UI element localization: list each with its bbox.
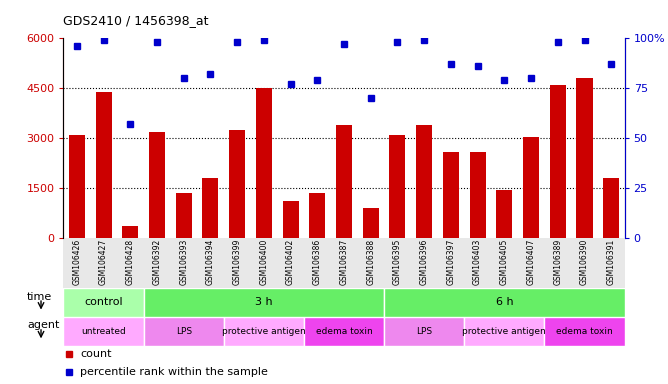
Bar bbox=[304, 317, 384, 346]
Text: GSM106428: GSM106428 bbox=[126, 239, 135, 285]
Bar bbox=[496, 190, 512, 238]
Text: GSM106407: GSM106407 bbox=[526, 239, 536, 285]
Text: count: count bbox=[80, 349, 112, 359]
Bar bbox=[523, 137, 539, 238]
Bar bbox=[202, 178, 218, 238]
Bar bbox=[384, 317, 464, 346]
Text: GSM106397: GSM106397 bbox=[446, 239, 456, 285]
Bar bbox=[443, 152, 459, 238]
Text: GSM106396: GSM106396 bbox=[420, 239, 429, 285]
Text: edema toxin: edema toxin bbox=[556, 327, 613, 336]
Bar bbox=[309, 193, 325, 238]
Text: edema toxin: edema toxin bbox=[316, 327, 372, 336]
Bar bbox=[363, 208, 379, 238]
Bar bbox=[229, 130, 245, 238]
Text: LPS: LPS bbox=[416, 327, 432, 336]
Text: LPS: LPS bbox=[176, 327, 192, 336]
Text: GSM106426: GSM106426 bbox=[72, 239, 81, 285]
Bar bbox=[384, 288, 625, 317]
Text: GSM106387: GSM106387 bbox=[339, 239, 349, 285]
Bar bbox=[69, 135, 85, 238]
Text: GSM106403: GSM106403 bbox=[473, 239, 482, 285]
Text: protective antigen: protective antigen bbox=[462, 327, 546, 336]
Bar bbox=[550, 85, 566, 238]
Text: GSM106399: GSM106399 bbox=[232, 239, 242, 285]
Text: percentile rank within the sample: percentile rank within the sample bbox=[80, 366, 268, 377]
Bar bbox=[144, 288, 384, 317]
Text: 6 h: 6 h bbox=[496, 297, 513, 308]
Bar bbox=[256, 88, 272, 238]
Bar bbox=[416, 125, 432, 238]
Text: untreated: untreated bbox=[81, 327, 126, 336]
Bar bbox=[283, 202, 299, 238]
Bar bbox=[576, 78, 593, 238]
Text: GSM106391: GSM106391 bbox=[607, 239, 616, 285]
Text: GSM106393: GSM106393 bbox=[179, 239, 188, 285]
Bar bbox=[470, 152, 486, 238]
Bar bbox=[122, 227, 138, 238]
Bar bbox=[389, 135, 405, 238]
Bar bbox=[144, 317, 224, 346]
Text: GSM106394: GSM106394 bbox=[206, 239, 215, 285]
Text: GSM106386: GSM106386 bbox=[313, 239, 322, 285]
Text: agent: agent bbox=[27, 320, 59, 331]
Text: GSM106400: GSM106400 bbox=[259, 239, 269, 285]
Bar bbox=[63, 317, 144, 346]
Text: protective antigen: protective antigen bbox=[222, 327, 306, 336]
Bar bbox=[96, 92, 112, 238]
Text: control: control bbox=[84, 297, 123, 308]
Text: GSM106395: GSM106395 bbox=[393, 239, 402, 285]
Bar bbox=[149, 132, 165, 238]
Text: GSM106389: GSM106389 bbox=[553, 239, 562, 285]
Bar bbox=[336, 125, 352, 238]
Bar bbox=[544, 317, 625, 346]
Text: 3 h: 3 h bbox=[255, 297, 273, 308]
Bar bbox=[176, 193, 192, 238]
Text: GSM106388: GSM106388 bbox=[366, 239, 375, 285]
Bar bbox=[603, 178, 619, 238]
Text: GSM106402: GSM106402 bbox=[286, 239, 295, 285]
Bar bbox=[63, 288, 144, 317]
Text: GSM106427: GSM106427 bbox=[99, 239, 108, 285]
Text: GSM106392: GSM106392 bbox=[152, 239, 162, 285]
Text: GSM106405: GSM106405 bbox=[500, 239, 509, 285]
Text: GDS2410 / 1456398_at: GDS2410 / 1456398_at bbox=[63, 14, 209, 27]
Text: GSM106390: GSM106390 bbox=[580, 239, 589, 285]
Bar bbox=[224, 317, 304, 346]
Text: time: time bbox=[27, 291, 52, 302]
Bar bbox=[464, 317, 544, 346]
